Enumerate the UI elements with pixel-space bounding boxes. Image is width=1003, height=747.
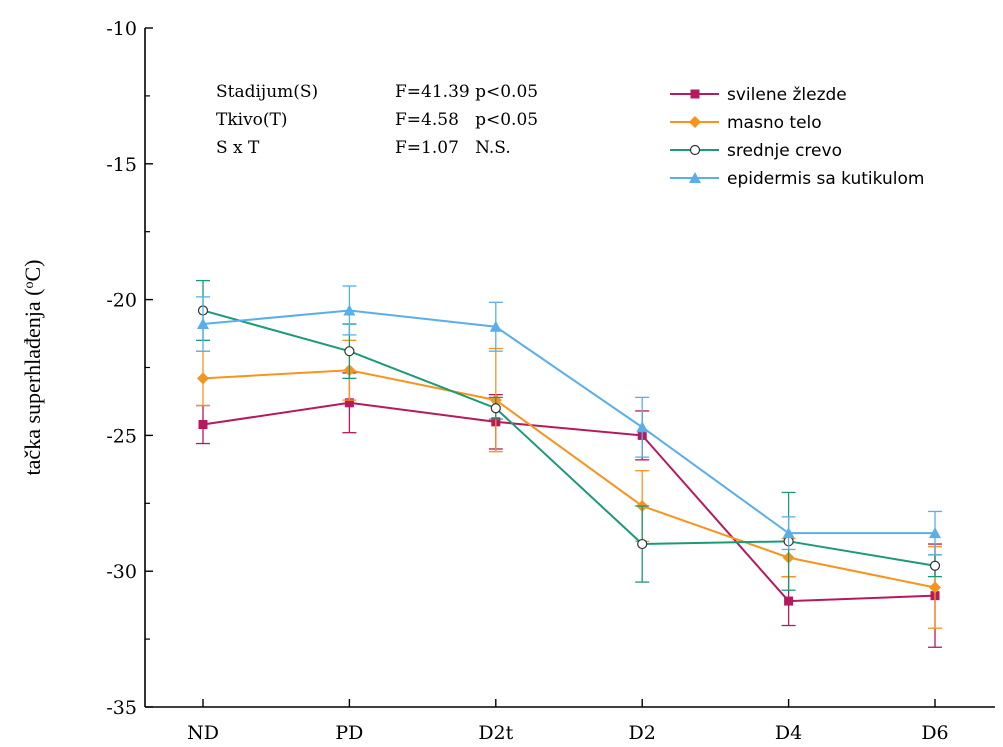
data-point [198, 420, 208, 430]
data-point [782, 527, 795, 539]
series-line [202, 309, 936, 567]
y-tick-label: -10 [106, 18, 137, 40]
data-point [197, 372, 209, 385]
data-point [929, 560, 941, 571]
legend-label: epidermis sa kutikulom [727, 169, 924, 189]
legend-marker [689, 116, 701, 128]
data-point [637, 538, 648, 550]
stats-label: S x T [216, 138, 260, 158]
series-line [202, 401, 936, 603]
legend-marker [689, 172, 701, 183]
stats-value: F=1.07 N.S. [395, 138, 511, 158]
data-point [784, 596, 794, 606]
x-tick-label: D2 [629, 722, 656, 744]
series-2 [196, 279, 942, 591]
series-0 [196, 372, 942, 648]
stats-value: F=41.39 p<0.05 [395, 82, 538, 102]
legend-label: srednje crevo [727, 141, 842, 161]
stats-label: Tkivo(T) [216, 110, 288, 130]
legend-item: epidermis sa kutikulom [670, 169, 924, 189]
legend: svilene žlezde masno telo srednje crevo epi… [670, 85, 924, 189]
legend-marker [690, 89, 700, 99]
y-tick-label: -25 [106, 425, 137, 447]
y-axis-label: tačka superhlađenja (oC) [20, 260, 45, 476]
stats-value: F=4.58 p<0.05 [395, 110, 538, 130]
y-tick-label: -30 [106, 561, 137, 583]
legend-item: srednje crevo [670, 141, 842, 161]
data-point [929, 527, 941, 539]
y-tick-label: -15 [106, 154, 137, 176]
stats-label: Stadijum(S) [216, 82, 318, 102]
y-axis-label-text: tačka superhlađenja ( [20, 289, 45, 476]
data-point [636, 421, 649, 433]
data-point [929, 581, 941, 594]
series-3 [196, 285, 942, 556]
stats-annotation: Stadijum(S) F=41.39 p<0.05 Tkivo(T) F=4.58 … [216, 82, 538, 158]
y-tick-label: -35 [106, 697, 137, 719]
y-axis-label-unit: C) [20, 260, 45, 282]
legend-marker [689, 144, 701, 156]
y-axis-label-superscript: o [22, 282, 37, 289]
legend-label: svilene žlezde [727, 85, 847, 105]
data-point [490, 403, 501, 414]
x-tick-label: D6 [921, 722, 948, 744]
series-line [202, 369, 936, 589]
x-tick-label: PD [335, 722, 363, 744]
data-point [197, 318, 209, 330]
x-tick-label: D2t [478, 722, 513, 744]
data-point [344, 398, 354, 408]
data-point [489, 320, 502, 332]
legend-item: masno telo [670, 113, 822, 133]
series-1 [196, 339, 942, 629]
legend-label: masno telo [727, 113, 822, 133]
y-tick-label: -20 [106, 290, 137, 312]
series-line [202, 309, 935, 535]
data-point [344, 346, 355, 357]
x-tick-label: D4 [775, 722, 802, 744]
legend-item: svilene žlezde [670, 85, 847, 105]
x-tick-label: ND [187, 722, 219, 744]
data-point [343, 304, 356, 316]
